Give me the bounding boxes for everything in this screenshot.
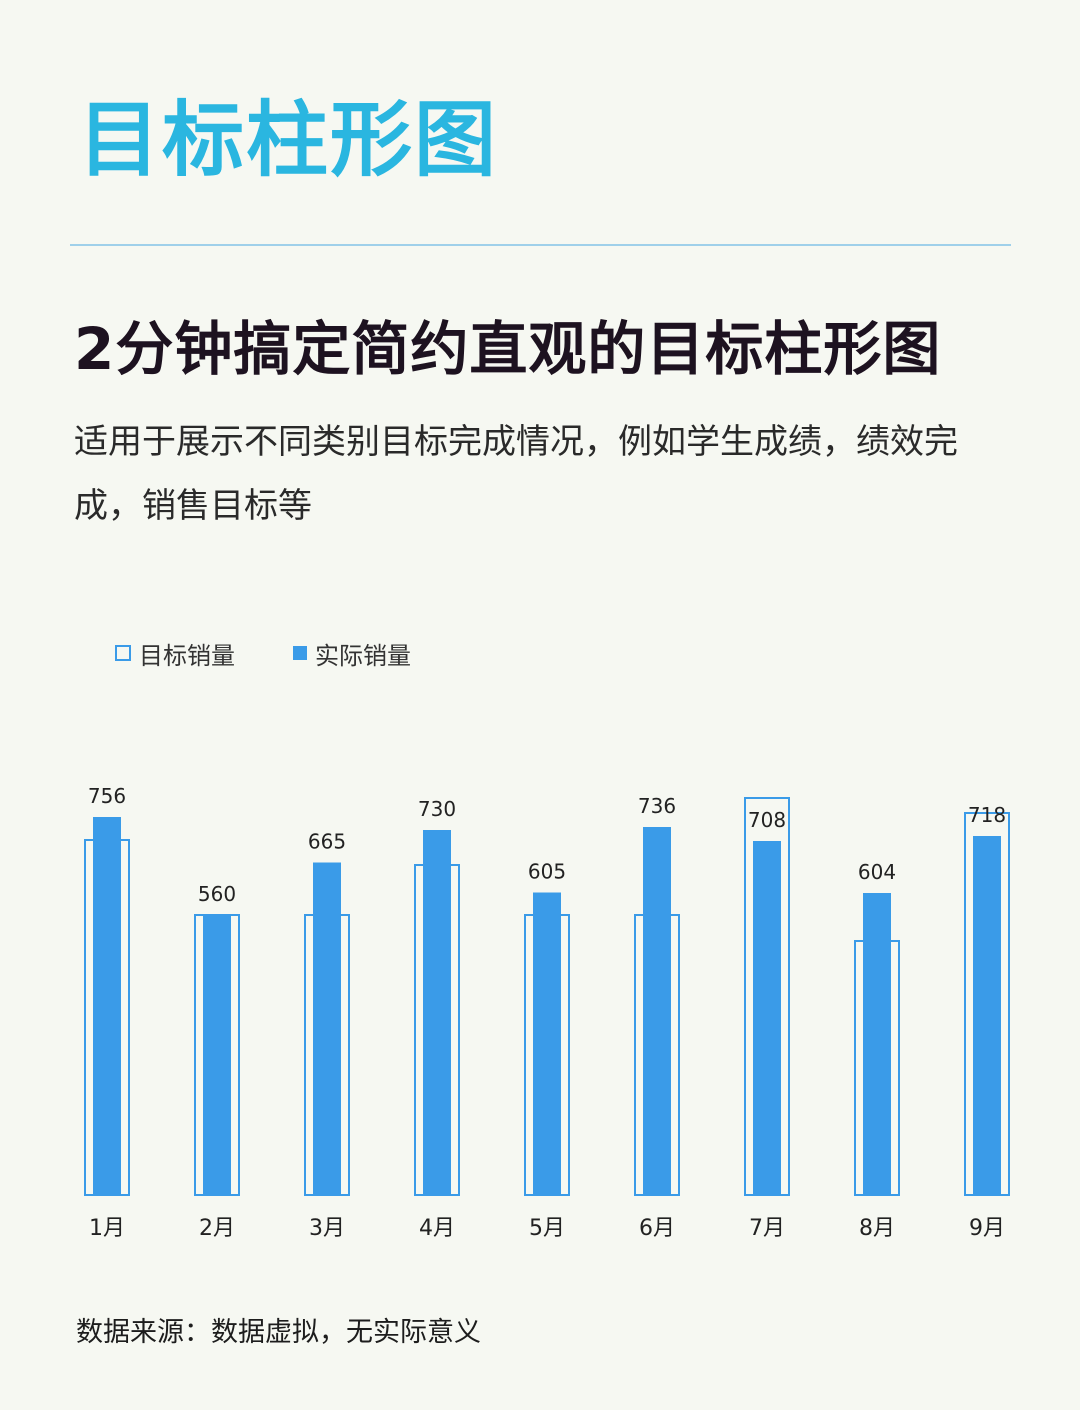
actual-bar xyxy=(973,836,1001,1195)
legend-label-target: 目标销量 xyxy=(139,641,235,670)
x-tick-label: 3月 xyxy=(309,1216,345,1241)
actual-bar xyxy=(313,862,341,1195)
legend-item-actual: 实际销量 xyxy=(293,636,411,671)
page-title: 目标柱形图 xyxy=(78,93,499,188)
data-label: 560 xyxy=(198,882,236,906)
data-source-note: 数据来源：数据虚拟，无实际意义 xyxy=(76,1317,481,1348)
data-label: 736 xyxy=(638,794,676,818)
x-tick-label: 7月 xyxy=(749,1216,785,1241)
actual-bar xyxy=(753,841,781,1195)
x-tick-label: 8月 xyxy=(859,1216,895,1241)
actual-bar xyxy=(93,817,121,1195)
chart-subtitle: 2分钟搞定简约直观的目标柱形图 xyxy=(74,315,942,383)
x-tick-label: 9月 xyxy=(969,1216,1005,1241)
actual-bar xyxy=(643,827,671,1195)
legend-label-actual: 实际销量 xyxy=(315,641,411,670)
x-tick-label: 4月 xyxy=(419,1216,455,1241)
legend-swatch-actual xyxy=(293,646,307,660)
x-tick-label: 5月 xyxy=(529,1216,565,1241)
title-divider xyxy=(70,244,1011,246)
data-label: 756 xyxy=(88,784,126,808)
x-tick-label: 2月 xyxy=(199,1216,235,1241)
data-label: 708 xyxy=(748,808,786,832)
data-label: 730 xyxy=(418,797,456,821)
legend-item-target: 目标销量 xyxy=(115,636,235,671)
data-label: 665 xyxy=(308,830,346,854)
data-label: 605 xyxy=(528,860,566,884)
actual-bar xyxy=(863,893,891,1195)
actual-bar xyxy=(533,892,561,1195)
data-label: 604 xyxy=(858,860,896,884)
chart-legend: 目标销量 实际销量 xyxy=(115,636,469,670)
chart-description: 适用于展示不同类别目标完成情况，例如学生成绩，绩效完成，销售目标等 xyxy=(74,422,958,526)
x-tick-label: 1月 xyxy=(89,1216,125,1241)
legend-swatch-target xyxy=(115,645,131,661)
x-tick-label: 6月 xyxy=(639,1216,675,1241)
actual-bar xyxy=(423,830,451,1195)
actual-bar xyxy=(203,915,231,1195)
bar-chart: 756 1月 560 2月 665 3月 730 4月 605 5月 736 6月 708 7月 604 8月… xyxy=(84,784,1010,1241)
data-label: 718 xyxy=(968,803,1006,827)
